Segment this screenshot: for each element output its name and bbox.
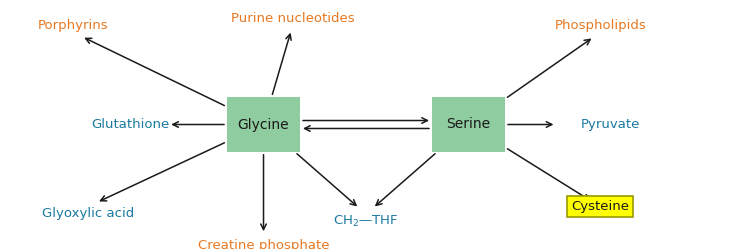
Text: Pyruvate: Pyruvate	[581, 118, 640, 131]
FancyBboxPatch shape	[432, 97, 505, 152]
Text: CH$_2$—THF: CH$_2$—THF	[333, 214, 399, 229]
FancyBboxPatch shape	[227, 97, 300, 152]
Text: Purine nucleotides: Purine nucleotides	[231, 12, 354, 25]
Text: Glycine: Glycine	[238, 118, 289, 131]
Text: Creatine phosphate: Creatine phosphate	[198, 239, 329, 249]
Text: Serine: Serine	[447, 118, 490, 131]
Text: Glyoxylic acid: Glyoxylic acid	[42, 207, 134, 220]
Text: Cysteine: Cysteine	[571, 200, 630, 213]
Text: Phospholipids: Phospholipids	[554, 19, 646, 32]
Text: Glutathione: Glutathione	[92, 118, 170, 131]
Text: Porphyrins: Porphyrins	[38, 19, 108, 32]
